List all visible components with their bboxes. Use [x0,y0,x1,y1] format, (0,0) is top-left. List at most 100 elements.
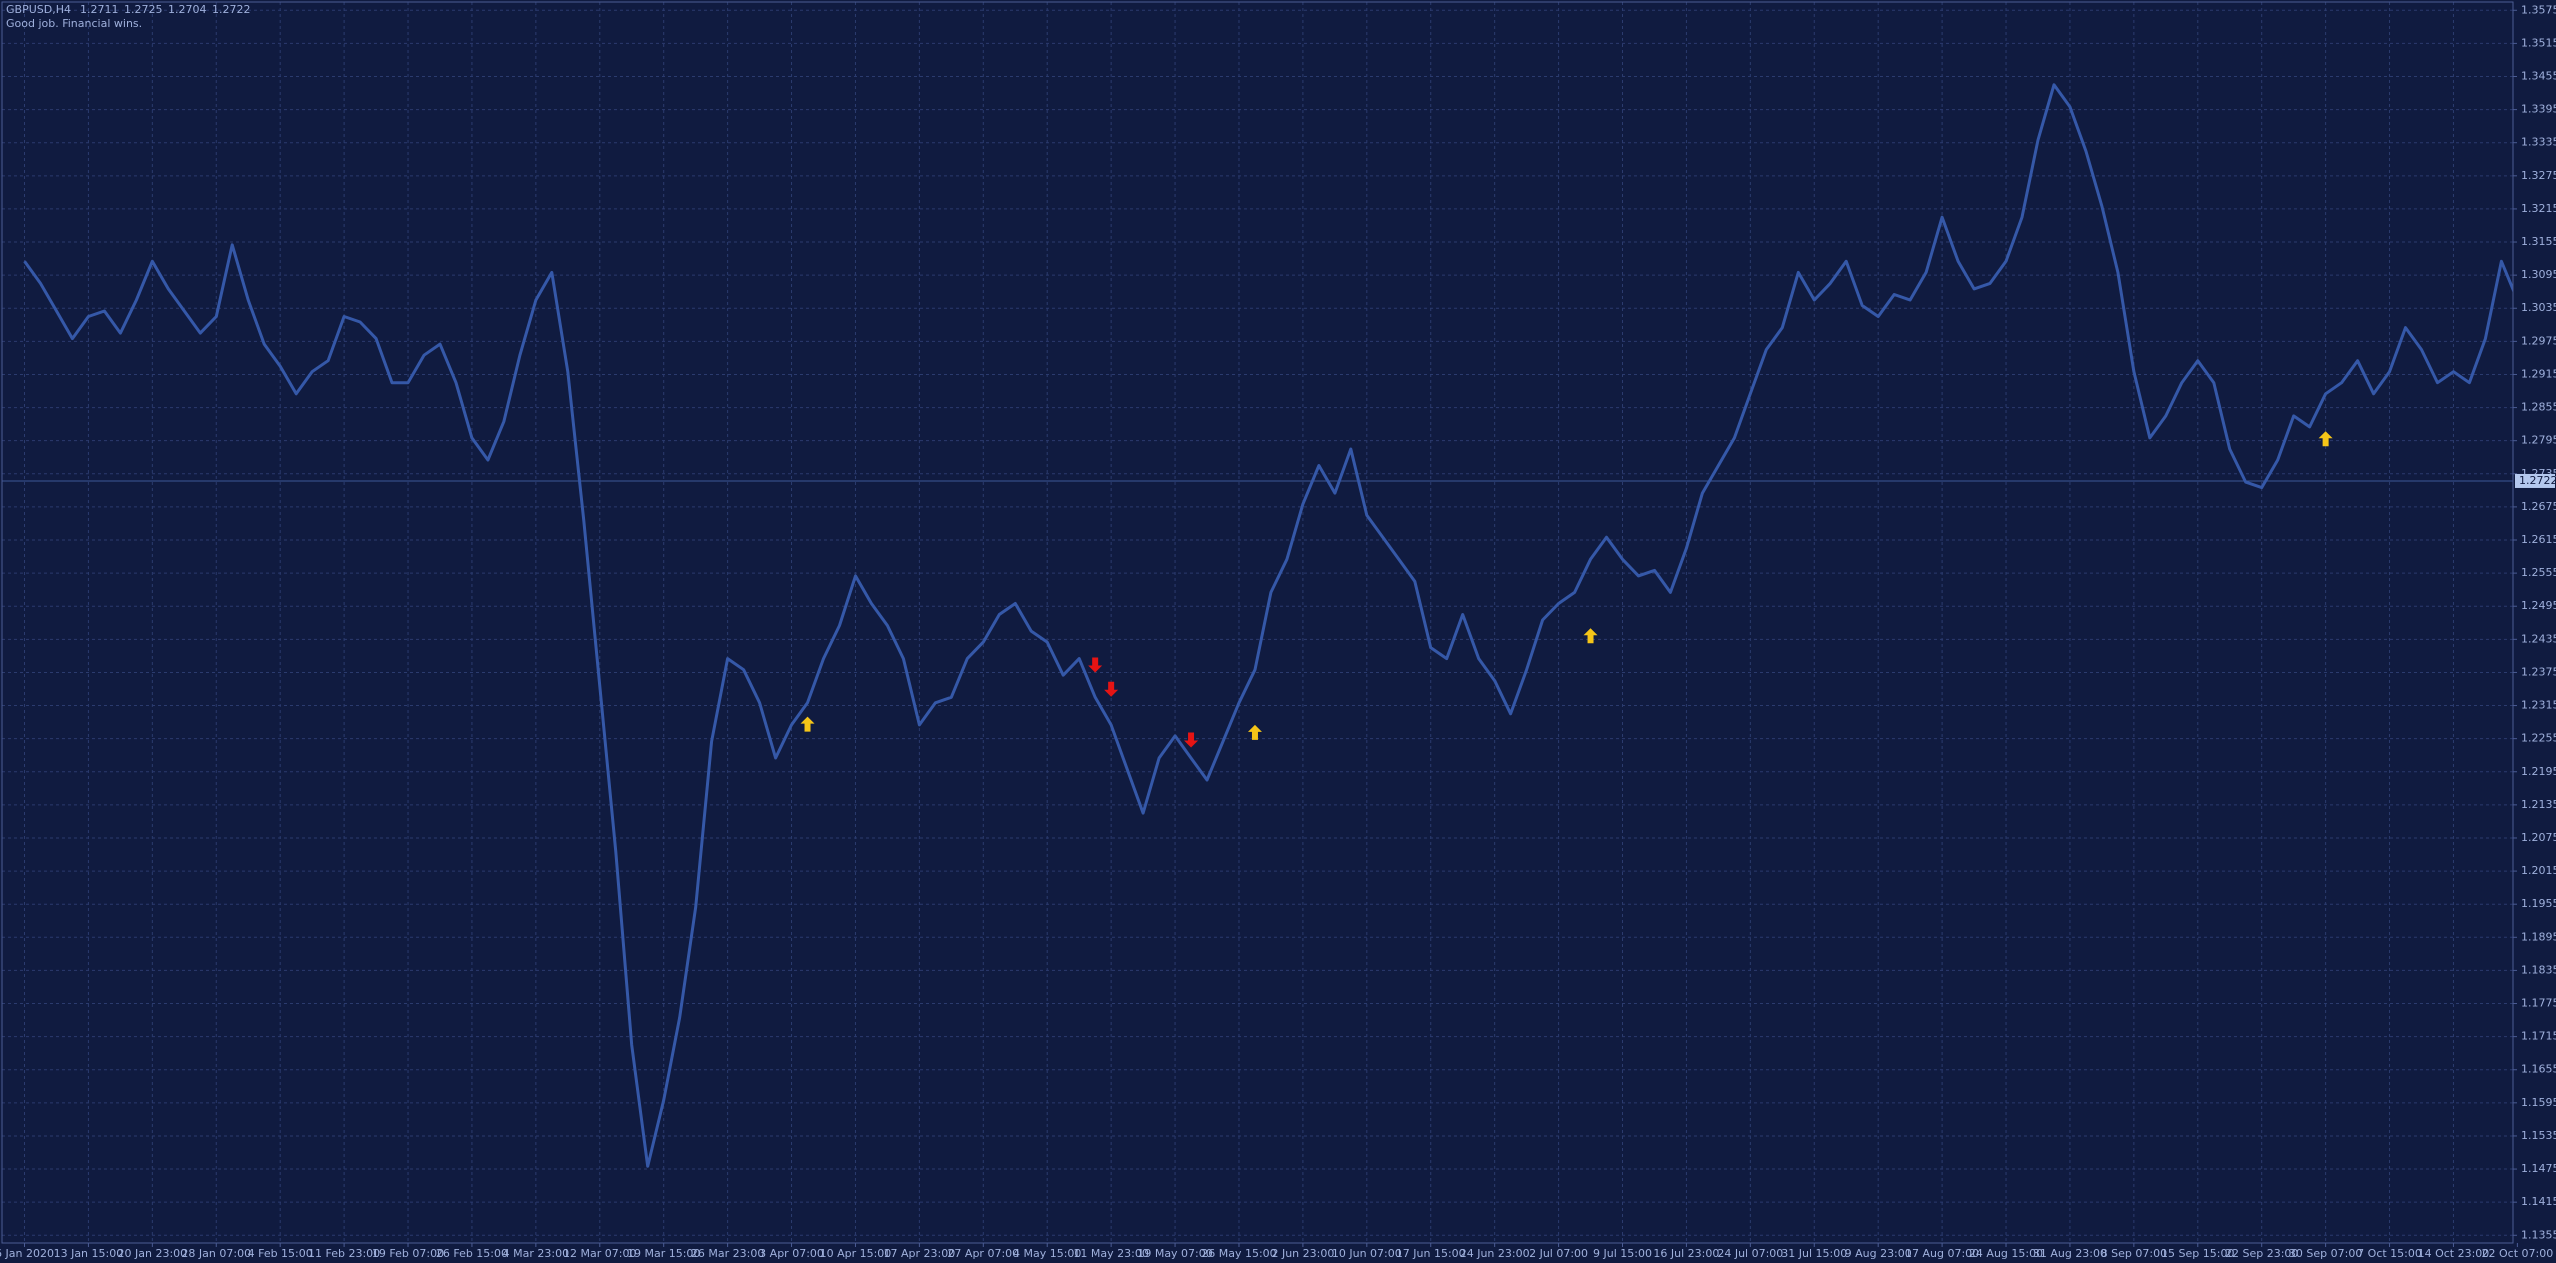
x-tick-label: 19 May 07:00 [1137,1247,1212,1260]
x-tick-label: 31 Aug 23:00 [2033,1247,2107,1260]
ohlc-low: 1.2704 [168,3,207,16]
y-tick-label: 1.2135 [2521,798,2556,811]
x-tick-label: 17 Apr 23:00 [884,1247,956,1260]
x-tick-label: 4 Feb 15:00 [248,1247,313,1260]
buy-arrow [2318,431,2333,447]
chart-symbol: GBPUSD,H4 [6,3,71,16]
y-tick-label: 1.1415 [2521,1195,2556,1208]
x-tick-label: 3 Apr 07:00 [759,1247,824,1260]
y-tick-label: 1.2315 [2521,699,2556,712]
ohlc-high: 1.2725 [124,3,163,16]
x-tick-label: 4 May 15:00 [1013,1247,1081,1260]
y-tick-label: 1.2435 [2521,632,2556,645]
x-tick-label: 11 Feb 23:00 [308,1247,380,1260]
x-tick-label: 31 Jul 15:00 [1781,1247,1847,1260]
x-tick-label: 26 Feb 15:00 [436,1247,508,1260]
x-tick-label: 9 Jul 15:00 [1593,1247,1652,1260]
x-tick-label: 15 Sep 15:00 [2161,1247,2234,1260]
buy-arrow [1583,628,1598,644]
x-tick-label: 13 Jan 15:00 [54,1247,124,1260]
x-tick-label: 20 Jan 23:00 [118,1247,188,1260]
y-tick-label: 1.3515 [2521,36,2556,49]
y-tick-label: 1.2555 [2521,566,2556,579]
y-tick-label: 1.3395 [2521,103,2556,116]
ohlc-open: 1.2711 [80,3,119,16]
y-tick-label: 1.1655 [2521,1063,2556,1076]
x-tick-label: 26 Mar 23:00 [691,1247,764,1260]
x-tick-label: 22 Oct 07:00 [2482,1247,2554,1260]
x-tick-label: 22 Sep 23:00 [2225,1247,2298,1260]
x-tick-label: 14 Oct 23:00 [2418,1247,2490,1260]
y-tick-label: 1.2915 [2521,367,2556,380]
y-tick-label: 1.2675 [2521,500,2556,513]
y-tick-label: 1.2015 [2521,864,2556,877]
y-tick-label: 1.2375 [2521,665,2556,678]
x-tick-label: 7 Oct 15:00 [2357,1247,2422,1260]
x-tick-label: 9 Aug 23:00 [1845,1247,1912,1260]
y-tick-label: 1.1535 [2521,1129,2556,1142]
x-tick-label: 16 Jul 23:00 [1653,1247,1719,1260]
x-tick-label: 10 Jun 07:00 [1332,1247,1402,1260]
y-tick-label: 1.1475 [2521,1162,2556,1175]
y-tick-label: 1.3155 [2521,235,2556,248]
grid [2,2,2513,1243]
ohlc-close: 1.2722 [212,3,251,16]
buy-arrow [1247,724,1262,740]
x-tick-label: 2 Jun 23:00 [1271,1247,1334,1260]
x-tick-label: 27 Apr 07:00 [947,1247,1019,1260]
y-tick-label: 1.3275 [2521,169,2556,182]
plot [2,83,2513,1168]
y-tick-label: 1.1835 [2521,963,2556,976]
y-tick-label: 1.2855 [2521,401,2556,414]
current-price-label: 1.2722 [2519,474,2556,487]
y-tick-label: 1.1895 [2521,930,2556,943]
sell-arrow [1088,657,1103,673]
x-tick-label: 12 Mar 07:00 [563,1247,636,1260]
y-tick-label: 1.3095 [2521,268,2556,281]
current-price-box [2515,473,2555,488]
y-tick-label: 1.3215 [2521,202,2556,215]
y-tick-label: 1.2255 [2521,732,2556,745]
x-tick-label: 4 Mar 23:00 [503,1247,569,1260]
x-tick-label: 24 Aug 15:00 [1969,1247,2043,1260]
x-tick-label: 11 May 23:00 [1073,1247,1148,1260]
y-tick-label: 1.2975 [2521,334,2556,347]
sell-arrow [1184,732,1199,748]
plot-frame [1,1,2514,1244]
x-tick-label: 17 Jun 15:00 [1396,1247,1466,1260]
y-tick-label: 1.1775 [2521,997,2556,1010]
x-tick-label: 28 Jan 07:00 [181,1247,251,1260]
y-tick-label: 1.2495 [2521,599,2556,612]
x-tick-label: 10 Apr 15:00 [820,1247,892,1260]
y-tick-label: 1.2195 [2521,765,2556,778]
x-tick-label: 26 May 15:00 [1201,1247,1276,1260]
y-tick-label: 1.1595 [2521,1096,2556,1109]
y-tick-label: 1.2795 [2521,434,2556,447]
x-tick-label: 8 Sep 07:00 [2101,1247,2167,1260]
sell-arrow [1104,681,1119,697]
price-line [23,83,2513,1168]
y-tick-label: 1.2075 [2521,831,2556,844]
chart-comment: Good job. Financial wins. [6,17,142,30]
x-tick-label: 24 Jun 23:00 [1460,1247,1530,1260]
y-tick-label: 1.3335 [2521,136,2556,149]
y-tick-label: 1.3035 [2521,301,2556,314]
y-tick-label: 1.3455 [2521,69,2556,82]
x-tick-label: 24 Jul 07:00 [1717,1247,1783,1260]
y-tick-label: 1.3575 [2521,3,2556,16]
buy-arrow [800,716,815,732]
y-tick-label: 1.2615 [2521,533,2556,546]
y-tick-label: 1.1355 [2521,1228,2556,1241]
y-tick-label: 1.1955 [2521,897,2556,910]
x-tick-label: 17 Aug 07:00 [1905,1247,1979,1260]
axes: 1.3575 1.3515 1.3455 1.3395 1.3335 1.3275 1.32… [0,3,2556,1260]
x-tick-label: 2 Jul 07:00 [1529,1247,1588,1260]
y-tick-label: 1.1715 [2521,1030,2556,1043]
x-tick-label: 19 Mar 15:00 [627,1247,700,1260]
x-tick-label: 6 Jan 2020 [0,1247,54,1260]
x-tick-label: 19 Feb 07:00 [372,1247,444,1260]
x-tick-label: 30 Sep 07:00 [2289,1247,2362,1260]
